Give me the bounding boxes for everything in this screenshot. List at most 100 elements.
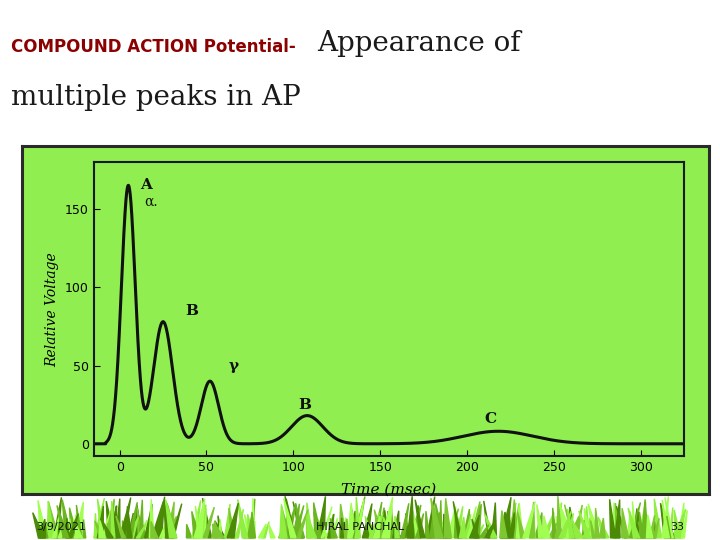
Polygon shape bbox=[647, 515, 653, 538]
Polygon shape bbox=[649, 515, 654, 538]
Polygon shape bbox=[68, 518, 72, 538]
Polygon shape bbox=[377, 521, 385, 538]
Polygon shape bbox=[284, 504, 296, 538]
Polygon shape bbox=[355, 500, 364, 538]
Polygon shape bbox=[464, 515, 471, 538]
Polygon shape bbox=[654, 499, 662, 538]
Polygon shape bbox=[40, 520, 49, 538]
Polygon shape bbox=[107, 501, 114, 538]
Polygon shape bbox=[503, 512, 507, 538]
Polygon shape bbox=[215, 521, 225, 538]
Polygon shape bbox=[559, 511, 571, 538]
Polygon shape bbox=[588, 504, 600, 538]
Polygon shape bbox=[492, 503, 497, 538]
Polygon shape bbox=[192, 501, 201, 538]
Polygon shape bbox=[76, 515, 81, 538]
Polygon shape bbox=[463, 509, 469, 538]
Polygon shape bbox=[57, 505, 69, 538]
Polygon shape bbox=[469, 515, 480, 538]
Polygon shape bbox=[474, 524, 484, 538]
Polygon shape bbox=[66, 518, 69, 538]
Polygon shape bbox=[456, 511, 462, 538]
Polygon shape bbox=[194, 509, 203, 538]
Polygon shape bbox=[112, 506, 117, 538]
Polygon shape bbox=[109, 505, 117, 538]
Polygon shape bbox=[73, 519, 82, 538]
Polygon shape bbox=[638, 502, 646, 538]
Polygon shape bbox=[287, 513, 296, 538]
Polygon shape bbox=[218, 516, 223, 538]
Polygon shape bbox=[543, 516, 550, 538]
Polygon shape bbox=[453, 501, 462, 538]
Polygon shape bbox=[97, 506, 104, 538]
Polygon shape bbox=[639, 512, 644, 538]
Polygon shape bbox=[587, 518, 594, 538]
Polygon shape bbox=[484, 521, 496, 538]
Polygon shape bbox=[346, 515, 354, 538]
Polygon shape bbox=[137, 505, 142, 538]
Polygon shape bbox=[314, 503, 322, 538]
Polygon shape bbox=[574, 505, 582, 538]
Polygon shape bbox=[116, 516, 125, 538]
Polygon shape bbox=[430, 508, 434, 538]
Polygon shape bbox=[380, 522, 390, 538]
Polygon shape bbox=[373, 502, 382, 538]
Polygon shape bbox=[48, 501, 54, 538]
Polygon shape bbox=[76, 520, 78, 538]
Polygon shape bbox=[32, 512, 45, 538]
Polygon shape bbox=[40, 525, 48, 538]
Polygon shape bbox=[48, 501, 59, 538]
Polygon shape bbox=[251, 521, 255, 538]
Polygon shape bbox=[343, 517, 348, 538]
Polygon shape bbox=[94, 513, 97, 538]
Polygon shape bbox=[365, 516, 374, 538]
Polygon shape bbox=[164, 500, 173, 538]
Polygon shape bbox=[280, 504, 287, 538]
Polygon shape bbox=[431, 498, 443, 538]
Polygon shape bbox=[582, 524, 590, 538]
Polygon shape bbox=[669, 508, 672, 538]
Polygon shape bbox=[582, 507, 590, 538]
Polygon shape bbox=[97, 499, 106, 538]
Polygon shape bbox=[317, 496, 325, 538]
Text: α.: α. bbox=[144, 195, 158, 209]
Polygon shape bbox=[431, 507, 436, 538]
Polygon shape bbox=[387, 511, 394, 538]
Polygon shape bbox=[218, 519, 222, 538]
Polygon shape bbox=[152, 501, 163, 538]
Polygon shape bbox=[293, 502, 304, 538]
Text: 33: 33 bbox=[670, 522, 684, 532]
Polygon shape bbox=[166, 500, 177, 538]
Polygon shape bbox=[203, 507, 215, 538]
Polygon shape bbox=[339, 504, 346, 538]
Polygon shape bbox=[127, 525, 135, 538]
Polygon shape bbox=[415, 500, 425, 538]
Polygon shape bbox=[523, 502, 535, 538]
Polygon shape bbox=[448, 507, 456, 538]
Polygon shape bbox=[666, 516, 671, 538]
Polygon shape bbox=[202, 498, 212, 538]
Polygon shape bbox=[553, 503, 562, 538]
Polygon shape bbox=[613, 503, 616, 538]
Polygon shape bbox=[164, 516, 176, 538]
Text: γ: γ bbox=[229, 359, 239, 373]
Polygon shape bbox=[292, 516, 301, 538]
Polygon shape bbox=[573, 525, 581, 538]
Polygon shape bbox=[653, 518, 660, 538]
Polygon shape bbox=[148, 509, 154, 538]
Polygon shape bbox=[125, 517, 130, 538]
Polygon shape bbox=[348, 503, 354, 538]
Polygon shape bbox=[186, 524, 192, 538]
Polygon shape bbox=[586, 522, 597, 538]
Polygon shape bbox=[535, 512, 542, 538]
Polygon shape bbox=[436, 503, 444, 538]
Polygon shape bbox=[384, 517, 392, 538]
Polygon shape bbox=[284, 498, 296, 538]
Polygon shape bbox=[439, 500, 442, 538]
Polygon shape bbox=[408, 496, 413, 538]
Polygon shape bbox=[307, 515, 317, 538]
Polygon shape bbox=[459, 517, 466, 538]
Polygon shape bbox=[382, 497, 392, 538]
Polygon shape bbox=[638, 522, 649, 538]
Polygon shape bbox=[552, 508, 557, 538]
